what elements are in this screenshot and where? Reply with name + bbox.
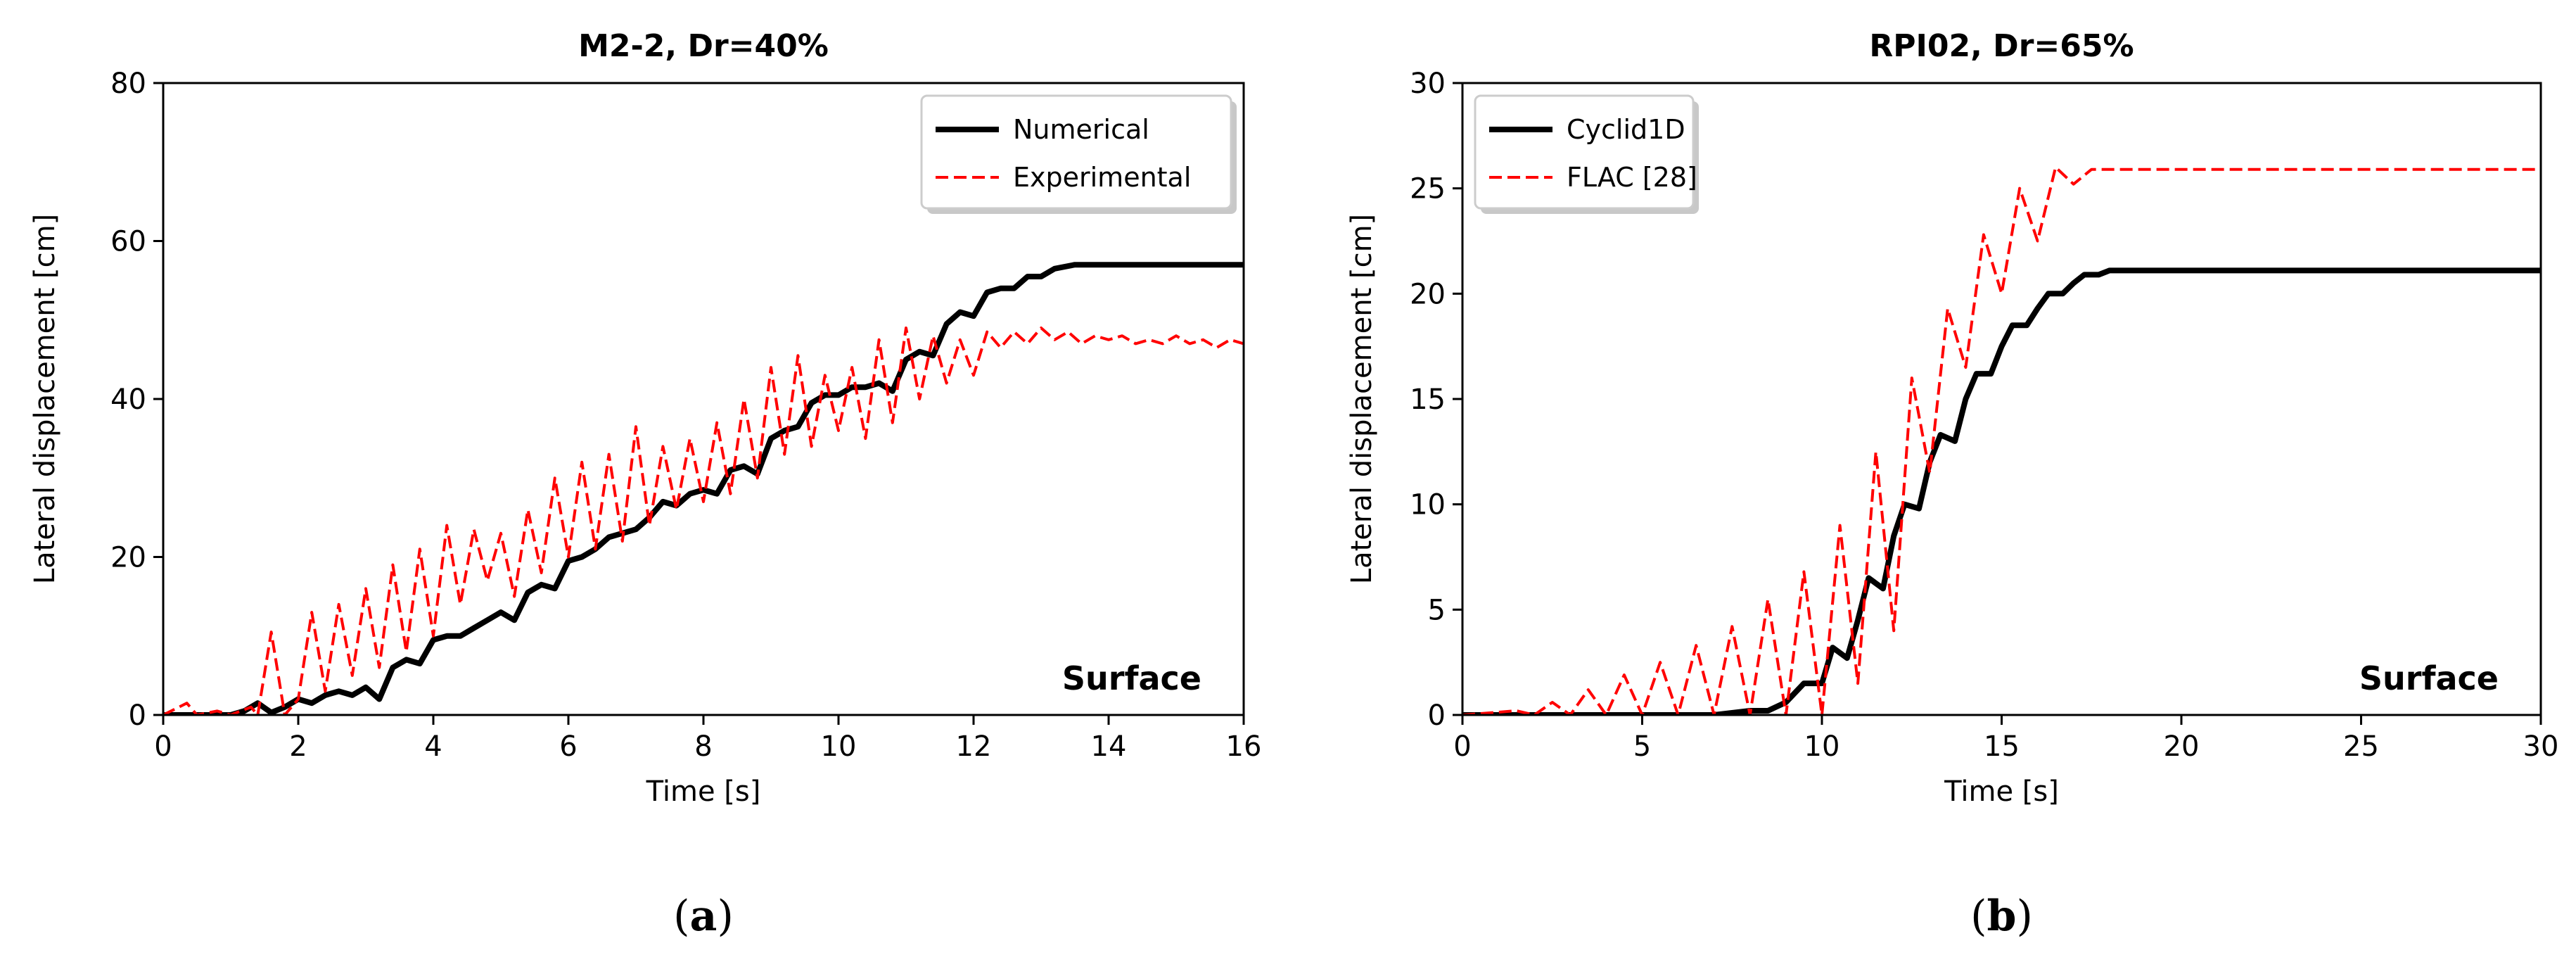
- legend: Numerical Experimental: [920, 94, 1237, 214]
- y-axis-label: Lateral displacement [cm]: [1346, 214, 1378, 584]
- panel-a: 0 2 4 6 8 10 12 14 16 0 20 40 60 80 M2-2, Dr=40% Time […: [29, 28, 1261, 941]
- panel-label: (b): [1970, 892, 2033, 941]
- x-tick-label: 20: [2164, 730, 2200, 763]
- legend-label: Experimental: [1013, 162, 1191, 193]
- y-tick-label: 40: [110, 384, 146, 416]
- series-line-cyclid1d: [1462, 267, 2541, 715]
- x-tick-label: 6: [559, 730, 577, 763]
- x-tick-label: 10: [1804, 730, 1840, 763]
- y-tick-label: 0: [129, 699, 146, 732]
- y-tick-label: 20: [1410, 278, 1446, 310]
- x-tick-label: 5: [1633, 730, 1651, 763]
- legend-box: [1474, 94, 1695, 210]
- y-tick-label: 15: [1410, 384, 1446, 416]
- surface-annotation: Surface: [2359, 659, 2499, 697]
- y-tick-label: 30: [1410, 68, 1446, 100]
- legend-label: Cyclid1D: [1567, 114, 1685, 145]
- series-line-experimental: [163, 327, 1244, 715]
- x-tick-label: 14: [1091, 730, 1127, 763]
- x-tick-label: 8: [694, 730, 712, 763]
- legend: Cyclid1D FLAC [28]: [1474, 94, 1699, 214]
- plot-area: [1462, 165, 2541, 715]
- y-tick-label: 20: [110, 542, 146, 574]
- chart-title: RPI02, Dr=65%: [1869, 28, 2134, 64]
- x-tick-label: 30: [2523, 730, 2559, 763]
- legend-label: Numerical: [1013, 114, 1149, 145]
- legend-label: FLAC [28]: [1567, 162, 1697, 193]
- x-tick-label: 4: [424, 730, 442, 763]
- y-tick-label: 25: [1410, 173, 1446, 205]
- surface-annotation: Surface: [1062, 659, 1201, 697]
- chart-title: M2-2, Dr=40%: [578, 28, 829, 64]
- series-line-flac-28: [1462, 165, 2541, 715]
- y-axis-label: Lateral displacement [cm]: [29, 214, 61, 584]
- panel-b: 0 5 10 15 20 25 30 0 5 10 15 20 25 30 RPI02, Dr=65% Tim…: [1346, 28, 2558, 941]
- x-tick-label: 16: [1226, 730, 1262, 763]
- y-tick-label: 5: [1428, 594, 1446, 626]
- x-tick-label: 0: [1453, 730, 1471, 763]
- x-tick-label: 2: [289, 730, 307, 763]
- y-tick-label: 10: [1410, 489, 1446, 521]
- x-tick-label: 10: [821, 730, 857, 763]
- panel-label: (a): [673, 892, 734, 941]
- x-tick-label: 15: [1984, 730, 2020, 763]
- x-axis-label: Time [s]: [646, 775, 761, 808]
- series-line-numerical: [163, 262, 1244, 715]
- y-tick-label: 60: [110, 226, 146, 258]
- x-tick-label: 12: [956, 730, 992, 763]
- y-tick-label: 0: [1428, 699, 1446, 732]
- y-tick-label: 80: [110, 68, 146, 100]
- legend-box: [920, 94, 1232, 210]
- plot-area: [163, 262, 1244, 715]
- x-tick-label: 25: [2343, 730, 2379, 763]
- x-tick-label: 0: [154, 730, 172, 763]
- x-axis-label: Time [s]: [1944, 775, 2059, 808]
